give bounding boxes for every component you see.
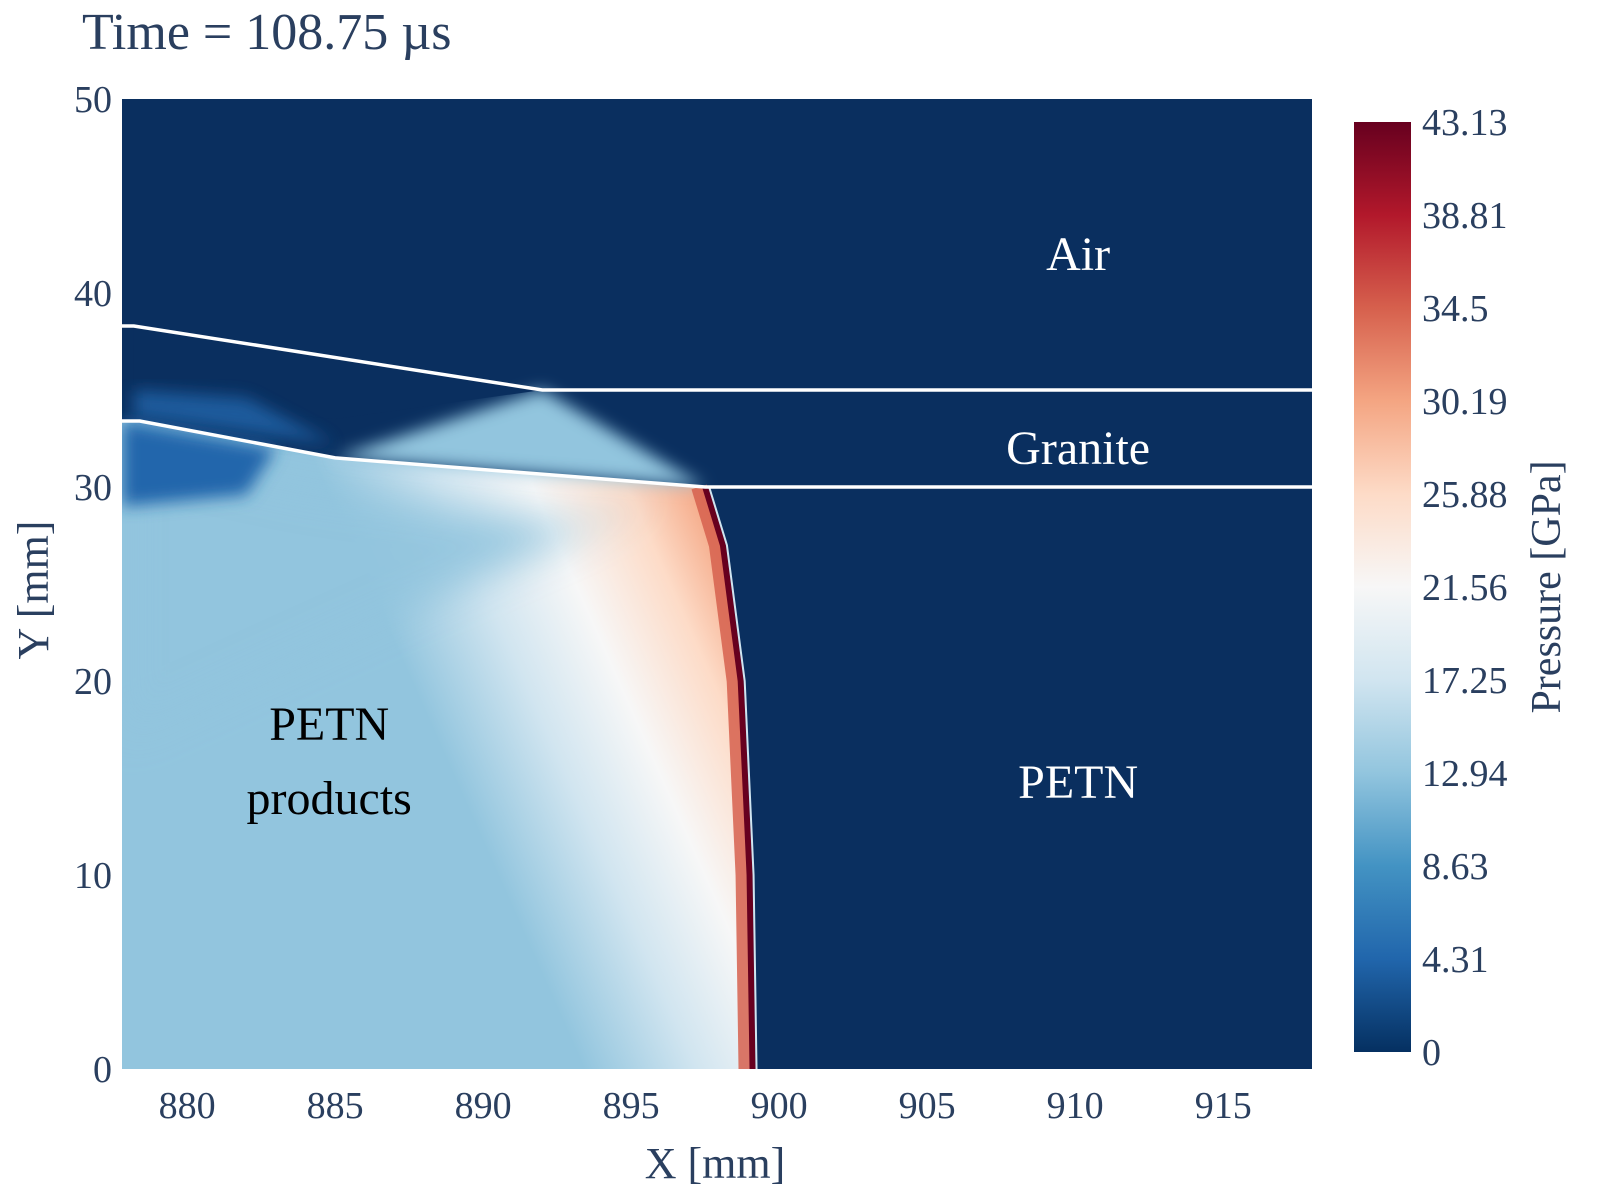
colorbar-tick-label: 12.94	[1422, 753, 1508, 795]
plot-area	[122, 99, 1312, 1069]
region-label: PETN products	[247, 698, 412, 825]
pressure-field	[122, 325, 758, 1069]
y-axis: 0 10 20 30 40 50	[74, 79, 112, 1091]
x-axis-title: X [mm]	[645, 1139, 786, 1188]
x-tick-label: 915	[1195, 1085, 1252, 1127]
detonation-front-edge	[708, 486, 758, 1069]
y-tick-label: 20	[74, 661, 112, 703]
y-axis-title: Y [mm]	[9, 521, 58, 660]
granite-deflected-zone	[133, 325, 543, 420]
colorbar-tick-label: 4.31	[1422, 939, 1489, 981]
granite-petn-interface	[122, 419, 1312, 489]
low-pressure-band	[122, 421, 276, 507]
region-labels: Air Granite PETN PETN products	[247, 228, 1151, 825]
detonation-front	[702, 486, 756, 1069]
colorbar-tick-label: 8.63	[1422, 846, 1489, 888]
x-tick-label: 885	[307, 1085, 364, 1127]
region-label: Air	[1046, 228, 1110, 281]
rarefaction-zone	[122, 448, 661, 740]
colorbar-tick-label: 34.5	[1422, 288, 1489, 330]
chart-title: Time = 108.75 µs	[82, 4, 452, 61]
air-granite-interface	[122, 324, 1312, 392]
x-tick-label: 905	[899, 1085, 956, 1127]
detonation-front-glow	[691, 484, 755, 1069]
colorbar-title: Pressure [GPa]	[1524, 460, 1570, 713]
x-axis: 880 885 890 895 900 905 910 915	[159, 1085, 1252, 1127]
colorbar-tick-label: 25.88	[1422, 474, 1508, 516]
x-tick-label: 890	[455, 1085, 512, 1127]
shocked-granite-zone	[335, 390, 706, 487]
region-label: PETN	[1018, 756, 1138, 809]
x-tick-label: 900	[751, 1085, 808, 1127]
material-interfaces	[122, 324, 1312, 489]
y-tick-label: 10	[74, 855, 112, 897]
colorbar-tick-label: 21.56	[1422, 567, 1508, 609]
y-tick-label: 30	[74, 467, 112, 509]
granite-low-band	[133, 390, 336, 445]
colorbar-tick-label: 43.13	[1422, 102, 1508, 144]
colorbar-gradient	[1354, 122, 1411, 1052]
x-tick-label: 895	[603, 1085, 660, 1127]
y-tick-label: 0	[93, 1049, 112, 1091]
colorbar-tick-label: 17.25	[1422, 660, 1508, 702]
x-tick-label: 880	[159, 1085, 216, 1127]
colorbar: 0 4.31 8.63 12.94 17.25 21.56 25.88 30.19 34.5 38…	[1354, 102, 1570, 1074]
y-tick-label: 50	[74, 79, 112, 121]
region-label: Granite	[1006, 422, 1150, 475]
colorbar-tick-label: 30.19	[1422, 381, 1508, 423]
y-tick-label: 40	[74, 273, 112, 315]
colorbar-ticks: 0 4.31 8.63 12.94 17.25 21.56 25.88 30.19 34.5 38…	[1422, 102, 1508, 1074]
colorbar-tick-label: 0	[1422, 1032, 1441, 1074]
x-tick-label: 910	[1047, 1085, 1104, 1127]
colorbar-tick-label: 38.81	[1422, 195, 1508, 237]
